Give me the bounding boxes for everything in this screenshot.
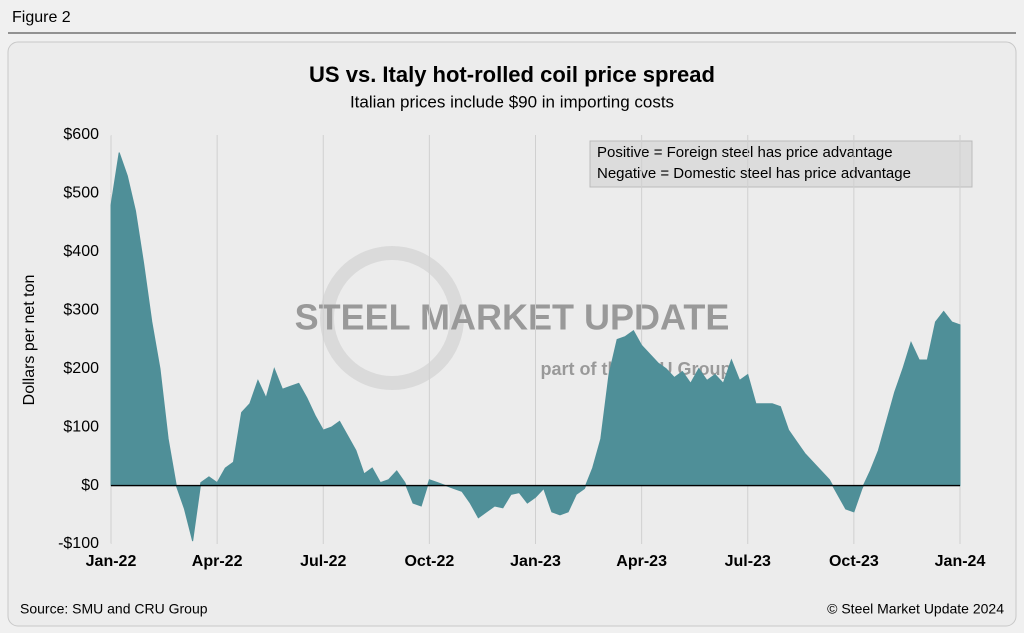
source: Source: SMU and CRU Group [20,601,208,617]
watermark-logo [320,246,464,390]
copyright: © Steel Market Update 2024 [827,601,1004,617]
x-tick-label: Jan-24 [935,553,986,570]
chart-title: US vs. Italy hot-rolled coil price sprea… [309,62,715,87]
chart-subtitle: Italian prices include $90 in importing … [350,92,674,111]
annotation: Negative = Domestic steel has price adva… [597,165,911,182]
y-tick-label: -$100 [58,535,99,552]
y-tick-label: $600 [63,126,99,143]
y-tick-label: $300 [63,302,99,319]
x-tick-label: Jan-22 [86,553,137,570]
annotation: Positive = Foreign steel has price advan… [597,144,893,161]
x-tick-label: Apr-23 [616,553,667,570]
x-tick-label: Oct-23 [829,553,879,570]
y-tick-label: $200 [63,360,99,377]
x-tick-label: Jul-22 [300,553,346,570]
area [110,152,961,542]
y-tick-label: $500 [63,185,99,202]
annotation-box [589,140,973,188]
x-tick-label: Oct-22 [404,553,454,570]
figure-label: Figure 2 [12,9,71,26]
y-axis-label: Dollars per net ton [21,275,38,406]
x-tick-label: Jul-23 [725,553,771,570]
x-tick-label: Jan-23 [510,553,561,570]
watermark-text: STEEL MARKET UPDATE [295,297,730,338]
x-tick-label: Apr-22 [192,553,243,570]
y-tick-label: $100 [63,418,99,435]
y-tick-label: $0 [81,477,99,494]
y-tick-label: $400 [63,243,99,260]
